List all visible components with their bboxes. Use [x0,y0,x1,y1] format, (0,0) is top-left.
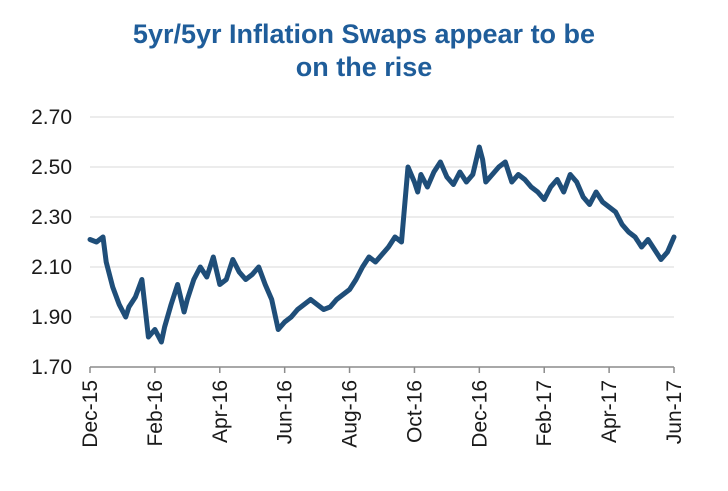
x-tick-label: Apr-16 [209,380,232,443]
x-axis-tick-labels: Dec-15 Feb-16 Apr-16 Jun-16 Aug-16 Oct-16 Dec-… [79,380,686,448]
x-tick-label: Jun-16 [274,380,297,444]
gridlines [90,116,674,318]
x-tick-label: Jun-17 [663,380,686,444]
chart-title-line-2: on the rise [295,52,433,82]
x-tick-label: Aug-16 [339,380,362,448]
series-line-5yr-5yr-inflation-swap [87,144,677,345]
x-tick-label: Oct-16 [403,380,426,443]
y-tick-label: 2.50 [31,156,72,179]
chart-title: 5yr/5yr Inflation Swaps appear to be on … [0,18,728,84]
y-tick-label: 2.70 [31,106,72,129]
y-tick-label: 1.70 [31,356,72,379]
y-tick-label: 2.30 [31,206,72,229]
x-axis-ticks [89,367,675,373]
x-tick-label: Dec-16 [468,380,491,448]
chart-title-line-1: 5yr/5yr Inflation Swaps appear to be [132,19,596,49]
y-axis-tick-labels: 1.70 1.90 2.10 2.30 2.50 2.70 [31,106,72,379]
x-tick-label: Feb-17 [533,380,556,447]
x-tick-label: Apr-17 [598,380,621,443]
x-tick-label: Dec-15 [79,380,102,448]
y-tick-label: 2.10 [31,256,72,279]
x-tick-label: Feb-16 [144,380,167,447]
y-tick-label: 1.90 [31,306,72,329]
